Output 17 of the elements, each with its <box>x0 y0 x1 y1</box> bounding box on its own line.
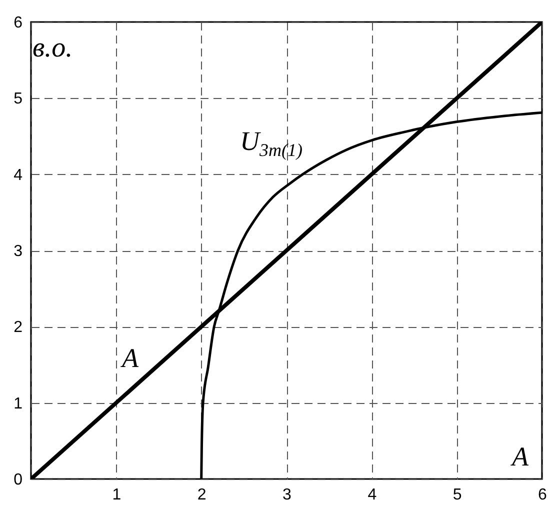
y-tick-label: 5 <box>14 90 23 108</box>
y-tick-label: 3 <box>14 243 23 260</box>
x-axis-title: A <box>510 442 529 472</box>
y-tick-label: 6 <box>14 14 23 32</box>
series-label: A <box>120 343 139 373</box>
x-tick-label: 2 <box>197 486 206 504</box>
y-tick-label: 2 <box>14 319 23 336</box>
y-tick-label: 4 <box>14 166 23 184</box>
y-axis-title: в.о. <box>32 32 73 64</box>
y-tick-label: 0 <box>14 472 23 488</box>
x-tick-label: 6 <box>538 486 548 504</box>
x-tick-label: 3 <box>282 486 292 504</box>
series-label: U$_{3m(1)}$ <box>240 126 302 160</box>
x-tick-label: 4 <box>368 486 377 504</box>
x-tick-label: 1 <box>112 486 122 504</box>
y-tick-label: 1 <box>14 395 23 412</box>
x-tick-label: 5 <box>452 486 462 504</box>
